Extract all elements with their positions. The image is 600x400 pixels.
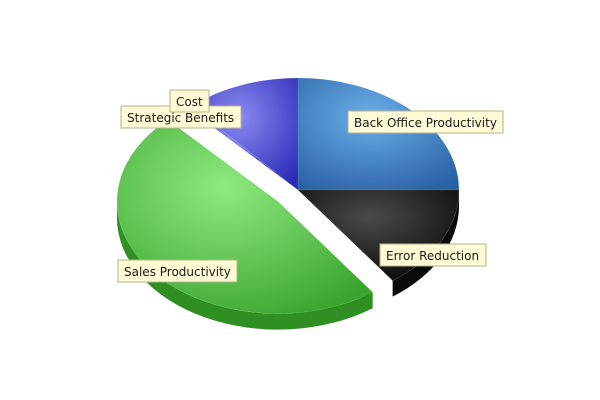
slice-label-error-reduction: Error Reduction bbox=[379, 243, 487, 267]
slice-label-back-office-productivity: Back Office Productivity bbox=[347, 110, 504, 134]
slice-label-text: Strategic Benefits bbox=[127, 111, 234, 125]
pie-slice-side-2 bbox=[116, 201, 373, 330]
pie-labels: Back Office Productivity Error Reduction S… bbox=[117, 89, 504, 283]
slice-label-text: Back Office Productivity bbox=[354, 116, 497, 130]
slice-label-sales-productivity: Sales Productivity bbox=[117, 259, 238, 283]
slice-label-box bbox=[117, 259, 238, 283]
slice-label-box bbox=[347, 110, 504, 134]
slice-label-text: Cost bbox=[176, 95, 203, 109]
slice-label-box bbox=[169, 89, 210, 113]
slice-label-strategic-benefits: Strategic Benefits bbox=[120, 105, 242, 129]
slice-label-cost: Cost bbox=[169, 89, 210, 113]
slice-label-box bbox=[379, 243, 487, 267]
slice-label-text: Sales Productivity bbox=[124, 265, 231, 279]
slice-label-text: Error Reduction bbox=[386, 249, 479, 263]
pie-slice-side-1 bbox=[392, 190, 459, 297]
pie-slice-back-office-productivity[interactable] bbox=[297, 77, 460, 191]
